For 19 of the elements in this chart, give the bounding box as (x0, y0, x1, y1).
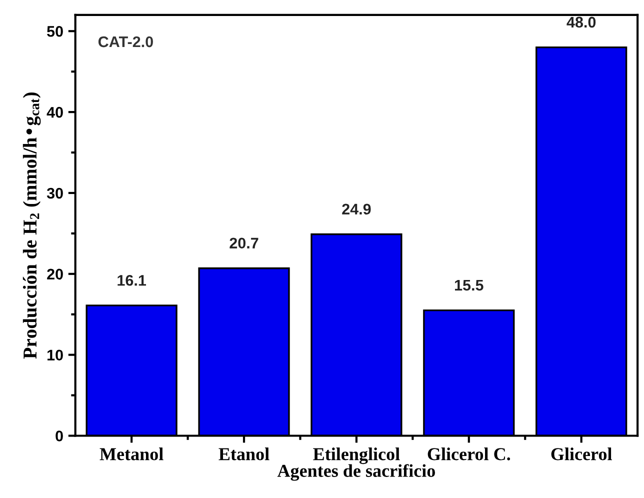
x-tick-label: Etanol (218, 448, 270, 460)
data-label: 24.9 (342, 204, 371, 215)
data-label: 16.1 (118, 274, 146, 286)
data-label: 15.5 (454, 280, 484, 291)
y-tick-label: 50 (47, 26, 63, 37)
y-tick-label: 0 (56, 430, 63, 442)
x-axis-title: Agentes de sacrificio (277, 464, 435, 481)
y-tick-label: 20 (47, 268, 63, 280)
y-tick-label: 30 (46, 188, 63, 199)
y-tick-label: 10 (48, 350, 63, 361)
x-tick-label: Glicerol C. (428, 448, 510, 460)
annotation: CAT-2.0 (98, 36, 153, 48)
data-label: 48.0 (566, 16, 596, 28)
x-tick-label: Metanol (100, 448, 164, 460)
y-tick-label: 40 (46, 106, 63, 118)
data-label: 20.7 (230, 238, 258, 249)
x-tick-label: Etilenglicol (313, 448, 400, 464)
y-axis-title: Producción de H$_{2}$ (mmol/h•g$_{cat}$) (22, 92, 41, 359)
x-tick-label: Glicerol (551, 448, 612, 460)
